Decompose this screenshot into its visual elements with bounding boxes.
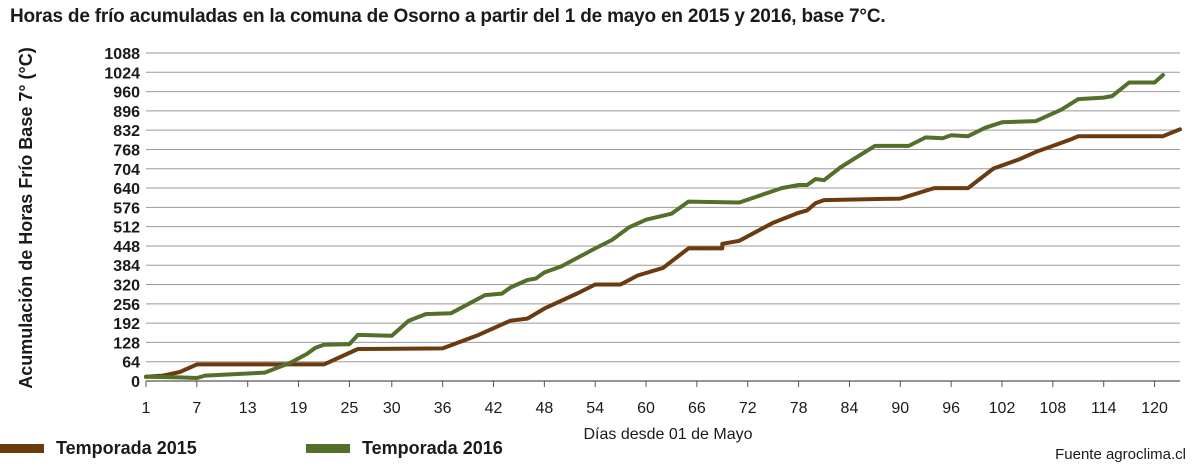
y-tick-label: 192 [113,316,140,333]
series-line-2016 [144,73,1165,380]
y-tick-label: 576 [113,200,140,217]
x-tick-label: 114 [1091,400,1117,417]
x-tick-label: 84 [841,400,859,417]
y-tick-label: 896 [113,104,140,121]
legend-item-2015: Temporada 2015 [0,438,197,459]
y-tick-label: 64 [122,355,140,372]
y-tick-label: 832 [113,123,140,140]
legend-swatch-2015 [0,444,44,453]
series-line-2015 [144,127,1182,379]
gridlines [146,52,1180,363]
x-tick-label: 66 [688,400,706,417]
legend-label-2016: Temporada 2016 [362,438,503,458]
legend-item-2016: Temporada 2016 [306,438,503,459]
y-tick-label: 256 [113,297,140,314]
source-note: Fuente agroclima.cl [1055,446,1186,463]
x-tick-label: 48 [535,400,553,417]
x-tick-label: 90 [891,400,909,417]
y-tick-label: 320 [113,278,140,295]
x-tick-label: 102 [989,400,1016,417]
y-tick-label: 384 [113,258,140,275]
x-axis-label: Días desde 01 de Mayo [583,426,753,443]
x-tick-label: 7 [192,400,201,417]
legend-swatch-2016 [306,444,350,453]
x-tick-label: 25 [341,400,359,417]
x-tick-label: 72 [739,400,757,417]
y-tick-label: 448 [113,239,140,256]
chart-title: Horas de frío acumuladas en la comuna de… [10,6,886,27]
x-tick-label: 36 [434,400,452,417]
x-tick-label: 96 [942,400,960,417]
x-tick-label: 42 [485,400,503,417]
y-tick-label: 1024 [104,65,140,82]
x-tick-label: 108 [1040,400,1067,417]
legend-label-2015: Temporada 2015 [56,438,197,458]
series-layer [144,73,1182,380]
x-tick-label: 120 [1141,400,1168,417]
y-tick-label: 640 [113,181,140,198]
y-axis-label: Acumulación de Horas Frío Base 7° (°C) [16,47,36,388]
y-tick-label: 960 [113,85,140,102]
x-tick-label: 1 [142,400,151,417]
y-tick-label: 512 [113,220,140,237]
x-tick-label: 13 [239,400,257,417]
y-tick-label: 0 [131,374,140,391]
x-tick-label: 30 [383,400,401,417]
y-tick-label: 1088 [104,46,140,63]
x-tick-label: 78 [790,400,808,417]
y-tick-label: 128 [113,335,140,352]
x-tick-label: 60 [637,400,655,417]
y-tick-label: 768 [113,142,140,159]
x-tick-label: 54 [586,400,604,417]
axes: 0 64 128 192 256 320 384 448 512 576 640 704 768 832 8… [104,46,1180,417]
x-tick-label: 19 [290,400,308,417]
y-tick-label: 704 [113,162,140,179]
